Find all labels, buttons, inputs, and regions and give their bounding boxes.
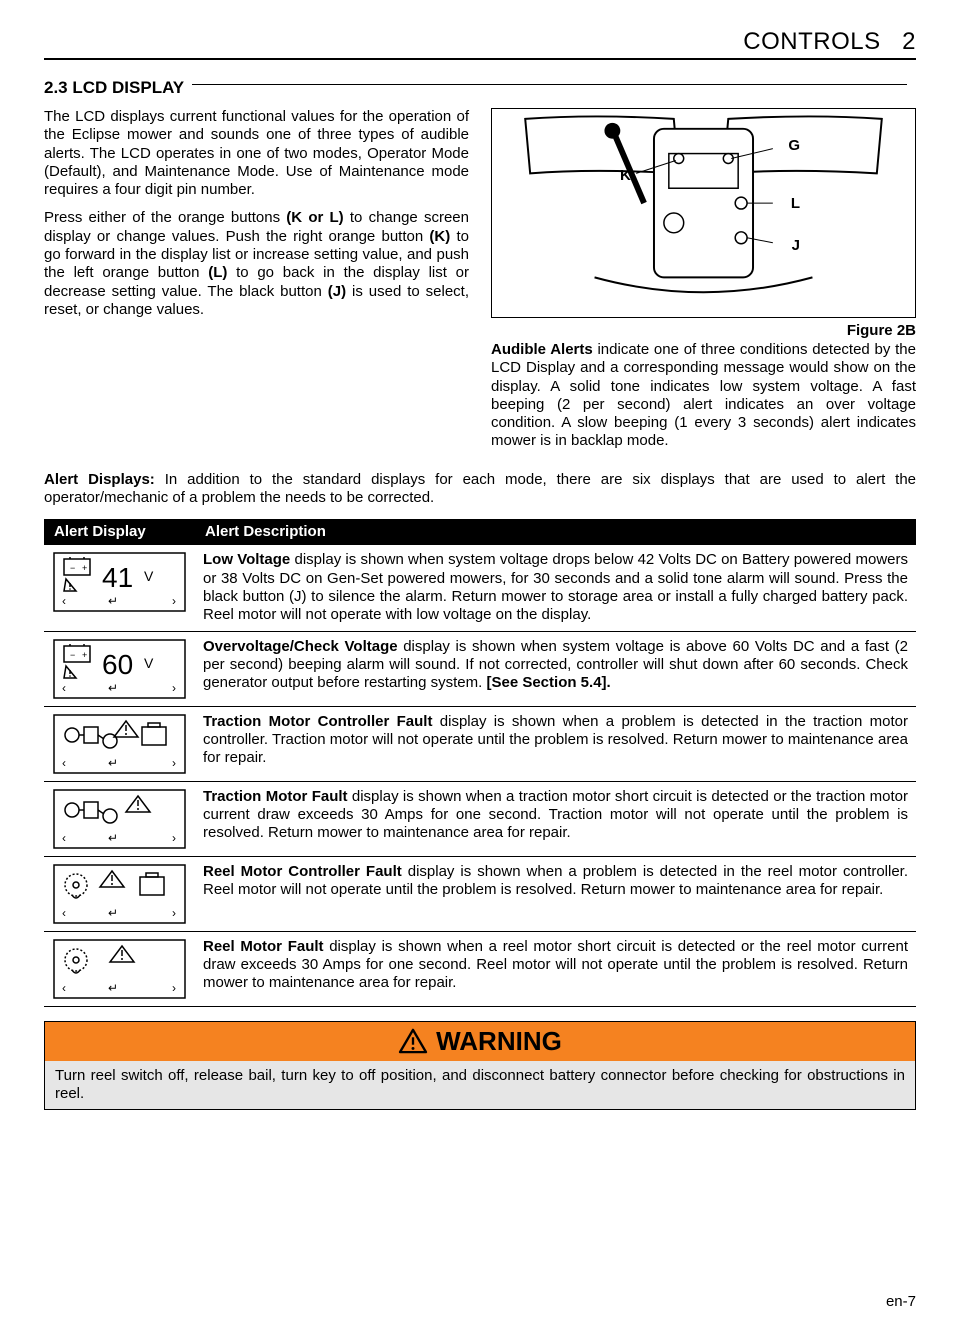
alert-description-cell: Reel Motor Controller Fault display is s…: [195, 856, 916, 931]
svg-text:›: ›: [172, 756, 176, 770]
header-num: 2: [902, 28, 916, 55]
svg-text:V: V: [144, 568, 154, 584]
svg-text:‹: ‹: [62, 906, 66, 920]
alert-displays-para: Alert Displays: In addition to the stand…: [44, 471, 916, 508]
two-column-layout: The LCD displays current functional valu…: [44, 108, 916, 461]
svg-text:‹: ‹: [62, 981, 66, 995]
section-title: 2.3 LCD DISPLAY: [44, 78, 916, 98]
warning-triangle-icon: [398, 1028, 428, 1054]
fig-label-g: G: [788, 137, 800, 154]
table-row: − + 60 V ‹ ↵ › Overvoltage/Check Voltage…: [44, 631, 916, 706]
svg-text:‹: ‹: [62, 594, 66, 608]
left-column: The LCD displays current functional valu…: [44, 108, 469, 461]
alert-description-cell: Traction Motor Controller Fault display …: [195, 706, 916, 781]
figure-caption: Figure 2B: [491, 322, 916, 339]
svg-text:↵: ↵: [108, 906, 118, 920]
alert-description-cell: Reel Motor Fault display is shown when a…: [195, 931, 916, 1006]
table-row: − + 41 V ‹ ↵ › Low Voltage display is sh…: [44, 545, 916, 631]
svg-text:+: +: [82, 650, 87, 660]
section-title-text: 2.3 LCD DISPLAY: [44, 78, 184, 97]
alert-icon-cell: − + 60 V ‹ ↵ ›: [44, 631, 195, 706]
table-row: ‹ ↵ › Traction Motor Fault display is sh…: [44, 781, 916, 856]
svg-text:‹: ‹: [62, 831, 66, 845]
svg-text:60: 60: [102, 649, 133, 680]
svg-text:↵: ↵: [108, 756, 118, 770]
alert-description-cell: Overvoltage/Check Voltage display is sho…: [195, 631, 916, 706]
svg-text:−: −: [70, 650, 75, 660]
fig-label-k: K: [620, 167, 631, 184]
svg-text:↵: ↵: [108, 594, 118, 608]
warning-body: Turn reel switch off, release bail, turn…: [45, 1061, 915, 1110]
alert-icon-cell: − + 41 V ‹ ↵ ›: [44, 545, 195, 631]
alert-description-cell: Traction Motor Fault display is shown wh…: [195, 781, 916, 856]
right-column: K G L J Figure 2B Audible Alerts indicat…: [491, 108, 916, 461]
svg-text:›: ›: [172, 594, 176, 608]
intro-para-1: The LCD displays current functional valu…: [44, 108, 469, 199]
fig-label-l: L: [791, 195, 800, 212]
alert-icon-cell: ‹ ↵ ›: [44, 781, 195, 856]
svg-text:+: +: [82, 563, 87, 573]
audible-alerts-para: Audible Alerts indicate one of three con…: [491, 341, 916, 451]
table-row: ‹ ↵ › Reel Motor Controller Fault displa…: [44, 856, 916, 931]
svg-text:↵: ↵: [108, 831, 118, 845]
svg-text:‹: ‹: [62, 681, 66, 695]
figure-2b: K G L J: [491, 108, 916, 318]
svg-text:›: ›: [172, 831, 176, 845]
page-number: en-7: [886, 1293, 916, 1310]
alert-table: Alert Display Alert Description − + 41 V…: [44, 519, 916, 1006]
alert-icon-cell: ‹ ↵ ›: [44, 931, 195, 1006]
svg-text:↵: ↵: [108, 681, 118, 695]
intro-para-2: Press either of the orange buttons (K or…: [44, 209, 469, 319]
svg-text:›: ›: [172, 681, 176, 695]
warning-header: WARNING: [45, 1022, 915, 1061]
control-panel-diagram: [492, 109, 915, 317]
fig-label-j: J: [792, 237, 800, 254]
alert-description-cell: Low Voltage display is shown when system…: [195, 545, 916, 631]
alert-icon-cell: ‹ ↵ ›: [44, 706, 195, 781]
alert-displays-lead: Alert Displays:: [44, 471, 155, 488]
header-section: CONTROLS: [743, 28, 880, 55]
warning-title: WARNING: [436, 1026, 562, 1057]
th-alert-display: Alert Display: [44, 519, 195, 545]
section-rule: [192, 84, 907, 85]
alert-displays-text: In addition to the standard displays for…: [44, 471, 916, 506]
alert-icon-cell: ‹ ↵ ›: [44, 856, 195, 931]
svg-text:↵: ↵: [108, 981, 118, 995]
svg-text:‹: ‹: [62, 756, 66, 770]
warning-box: WARNING Turn reel switch off, release ba…: [44, 1021, 916, 1111]
svg-text:41: 41: [102, 562, 133, 593]
page-header: CONTROLS 2: [44, 28, 916, 60]
svg-text:−: −: [70, 563, 75, 573]
table-row: ‹ ↵ › Traction Motor Controller Fault di…: [44, 706, 916, 781]
audible-alerts-lead: Audible Alerts: [491, 341, 593, 358]
svg-text:V: V: [144, 655, 154, 671]
svg-text:›: ›: [172, 906, 176, 920]
table-row: ‹ ↵ › Reel Motor Fault display is shown …: [44, 931, 916, 1006]
svg-text:›: ›: [172, 981, 176, 995]
th-alert-description: Alert Description: [195, 519, 916, 545]
